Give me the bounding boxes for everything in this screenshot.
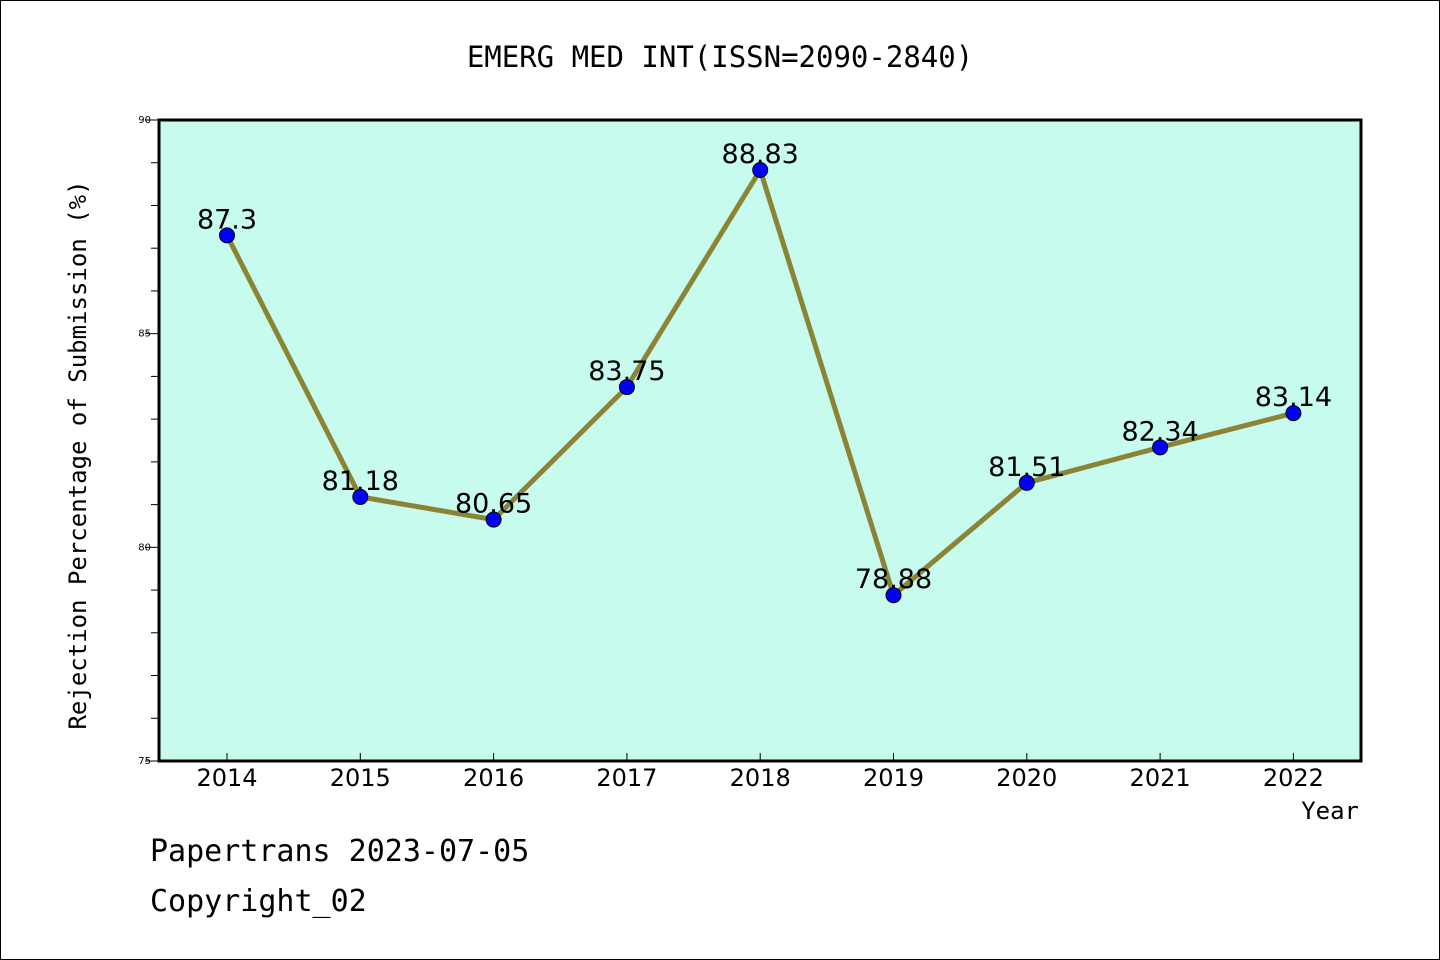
x-tick-label: 2014 [196, 764, 257, 792]
data-label: 78.88 [855, 564, 932, 595]
data-point [1285, 405, 1302, 422]
x-tick-label: 2022 [1263, 764, 1324, 792]
data-point [1152, 439, 1169, 456]
data-label: 83.75 [588, 356, 665, 387]
series-markers [219, 161, 1302, 604]
data-point [1018, 474, 1035, 491]
data-labels: 87.3 81.18 80.65 83.75 88.83 78.88 81.51 82.34 8… [197, 139, 1332, 595]
x-tick-label: 2019 [863, 764, 924, 792]
x-tick-label: 2016 [463, 764, 524, 792]
y-tick-label: 85 [138, 329, 151, 340]
x-axis-label: Year [1301, 797, 1359, 825]
data-label: 81.51 [988, 452, 1065, 483]
data-point [885, 587, 902, 604]
data-point [618, 379, 635, 396]
data-point [219, 227, 235, 244]
data-label: 88.83 [722, 139, 799, 170]
data-label: 87.3 [197, 204, 257, 235]
data-point [352, 488, 369, 505]
y-axis: 75 80 85 90 [138, 115, 159, 767]
data-point [752, 161, 769, 178]
data-label: 82.34 [1121, 416, 1198, 447]
y-tick-label: 75 [138, 756, 151, 767]
footer-copyright: Copyright_02 [150, 884, 367, 919]
data-label: 81.18 [322, 466, 399, 497]
data-point [485, 511, 502, 528]
x-tick-label: 2020 [996, 764, 1057, 792]
y-axis-label: Rejection Percentage of Submission (%) [64, 180, 92, 729]
x-tick-label: 2021 [1130, 764, 1191, 792]
footer-credit: Papertrans 2023-07-05 [150, 834, 530, 869]
data-label: 80.65 [455, 489, 532, 520]
x-axis: 2014 2015 2016 2017 2018 2019 2020 2021 2022 [196, 753, 1324, 792]
x-tick-label: 2015 [330, 764, 391, 792]
data-label: 83.14 [1255, 382, 1332, 413]
x-tick-label: 2017 [596, 764, 657, 792]
chart-title: EMERG MED INT(ISSN=2090-2840) [467, 40, 973, 74]
y-tick-label: 90 [138, 115, 151, 126]
y-tick-label: 80 [138, 542, 151, 553]
x-tick-label: 2018 [730, 764, 791, 792]
